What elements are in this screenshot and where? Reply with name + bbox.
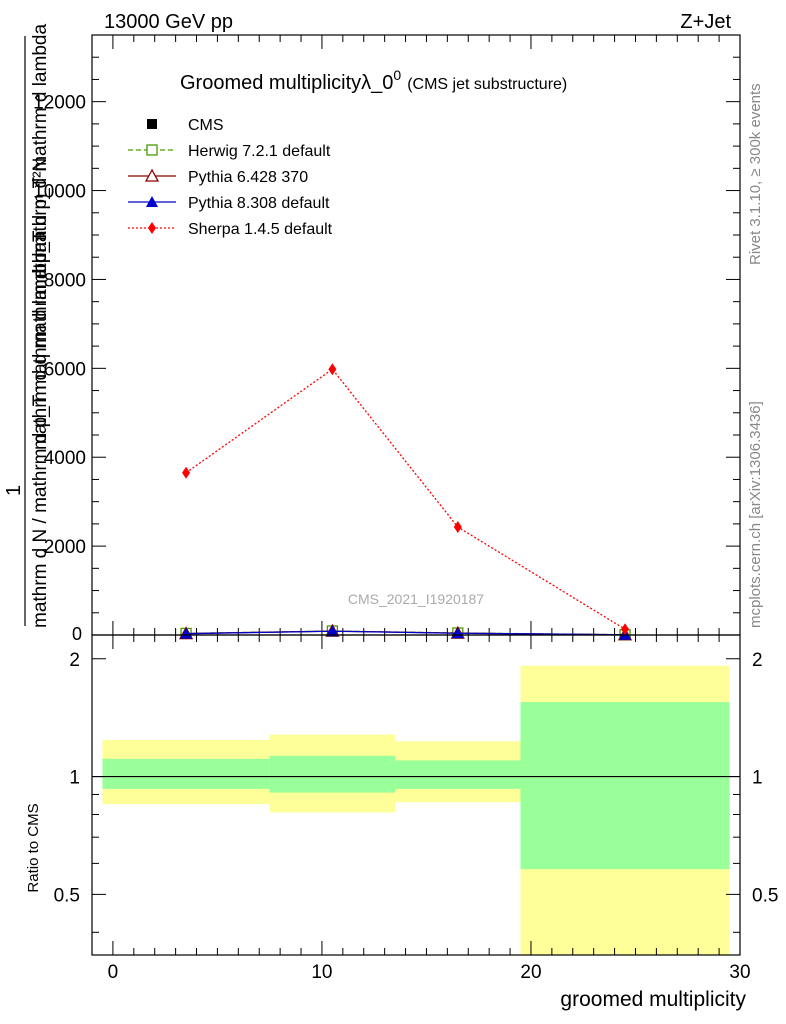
chart-title-text: Groomed multiplicityλ_0 xyxy=(180,72,393,94)
legend: CMS Herwig 7.2.1 default Pythia 6.428 370 P… xyxy=(128,117,333,238)
legend-label: Pythia 8.308 default xyxy=(188,195,330,212)
ratio-y-tick-label: 2 xyxy=(69,650,80,671)
ylabel-denominator: mathrm d N / mathrm d p_T mathrm d lambd… xyxy=(30,241,51,628)
x-tick-label: 20 xyxy=(520,962,541,983)
pythia8-marker xyxy=(180,627,193,639)
ratio-stat-band xyxy=(269,755,396,793)
sherpa-marker xyxy=(182,466,191,479)
analysis-watermark: CMS_2021_I1920187 xyxy=(348,591,484,607)
ratio-y-tick-label-right: 1 xyxy=(752,768,763,789)
legend-label: Sherpa 1.4.5 default xyxy=(188,221,333,238)
chart-title-superscript: 0 xyxy=(393,67,401,83)
main-panel: 2000 4000 6000 8000 10000 12000 0 xyxy=(33,34,741,644)
energy-label: 13000 GeV pp xyxy=(104,11,233,33)
ratio-y-tick-label-right: 0.5 xyxy=(752,885,778,906)
sherpa-marker xyxy=(328,363,337,376)
ratio-stat-band xyxy=(520,702,730,870)
legend-entry: Herwig 7.2.1 default xyxy=(128,143,331,160)
y-axis-label: mathrm d²N mathrm d p_T mathrm d lambda … xyxy=(3,24,51,628)
x-tick-label: 10 xyxy=(311,962,332,983)
legend-entry: Pythia 8.308 default xyxy=(128,195,330,212)
ratio-y-tick-label: 0.5 xyxy=(54,885,80,906)
ratio-stat-band xyxy=(102,758,270,789)
y-tick-label: 6000 xyxy=(44,359,86,380)
ylabel-one: 1 xyxy=(3,485,25,496)
data-point-marker xyxy=(147,119,157,129)
series-sherpa-1-4-5-default xyxy=(182,363,630,636)
sherpa-marker xyxy=(148,222,156,234)
legend-entry: Sherpa 1.4.5 default xyxy=(128,221,333,238)
y-tick-label: 8000 xyxy=(44,270,86,291)
legend-entry: CMS xyxy=(147,117,224,134)
y-tick-label: 4000 xyxy=(44,448,86,469)
ratio-panel: 0 10 20 30 0.5 0.5 1 1 2 2 xyxy=(54,634,778,983)
ratio-bands xyxy=(102,665,730,955)
ylabel-numerator-alt: mathrm d p_T mathrm d lambda xyxy=(30,24,51,295)
series-line xyxy=(186,630,626,636)
rivet-label: Rivet 3.1.10, ≥ 300k events xyxy=(747,83,764,265)
y-tick-label: 2000 xyxy=(44,537,86,558)
x-tick-label: 30 xyxy=(729,962,750,983)
x-axis-label: groomed multiplicity xyxy=(560,988,746,1011)
ratio-y-tick-label-right: 2 xyxy=(752,650,763,671)
series-line xyxy=(185,368,626,630)
mcplots-label: mcplots.cern.ch [arXiv:1306.3436] xyxy=(747,401,764,628)
pythia8-marker xyxy=(326,625,339,637)
pythia8-marker xyxy=(146,196,158,207)
ylabel-overlap: mathrm d q mathrm d p_T xyxy=(30,230,51,450)
pythia6-marker xyxy=(144,168,160,182)
main-series-layer xyxy=(178,363,633,641)
legend-label: Pythia 6.428 370 xyxy=(188,169,308,186)
ratio-frame xyxy=(91,634,741,956)
sherpa-marker xyxy=(621,623,630,636)
ratio-stat-band xyxy=(395,760,521,789)
process-label: Z+Jet xyxy=(680,11,731,33)
y-tick-label: 10000 xyxy=(33,182,86,203)
x-tick-label: 0 xyxy=(108,962,119,983)
legend-label: CMS xyxy=(188,117,224,134)
chart-title: Groomed multiplicityλ_00 (CMS jet substru… xyxy=(180,67,567,94)
legend-entry: Pythia 6.428 370 xyxy=(128,168,308,186)
legend-label: Herwig 7.2.1 default xyxy=(188,143,331,160)
ratio-y-tick-label: 1 xyxy=(69,768,80,789)
chart-subtitle: (CMS jet substructure) xyxy=(407,76,567,93)
sherpa-marker xyxy=(453,521,462,533)
y-tick-label: 12000 xyxy=(33,93,86,114)
ylabel-numerator: mathrm d²N xyxy=(30,158,51,258)
y-zero-label: 0 xyxy=(72,624,82,644)
herwig-marker xyxy=(146,144,158,156)
ratio-ylabel: Ratio to CMS xyxy=(25,803,42,892)
